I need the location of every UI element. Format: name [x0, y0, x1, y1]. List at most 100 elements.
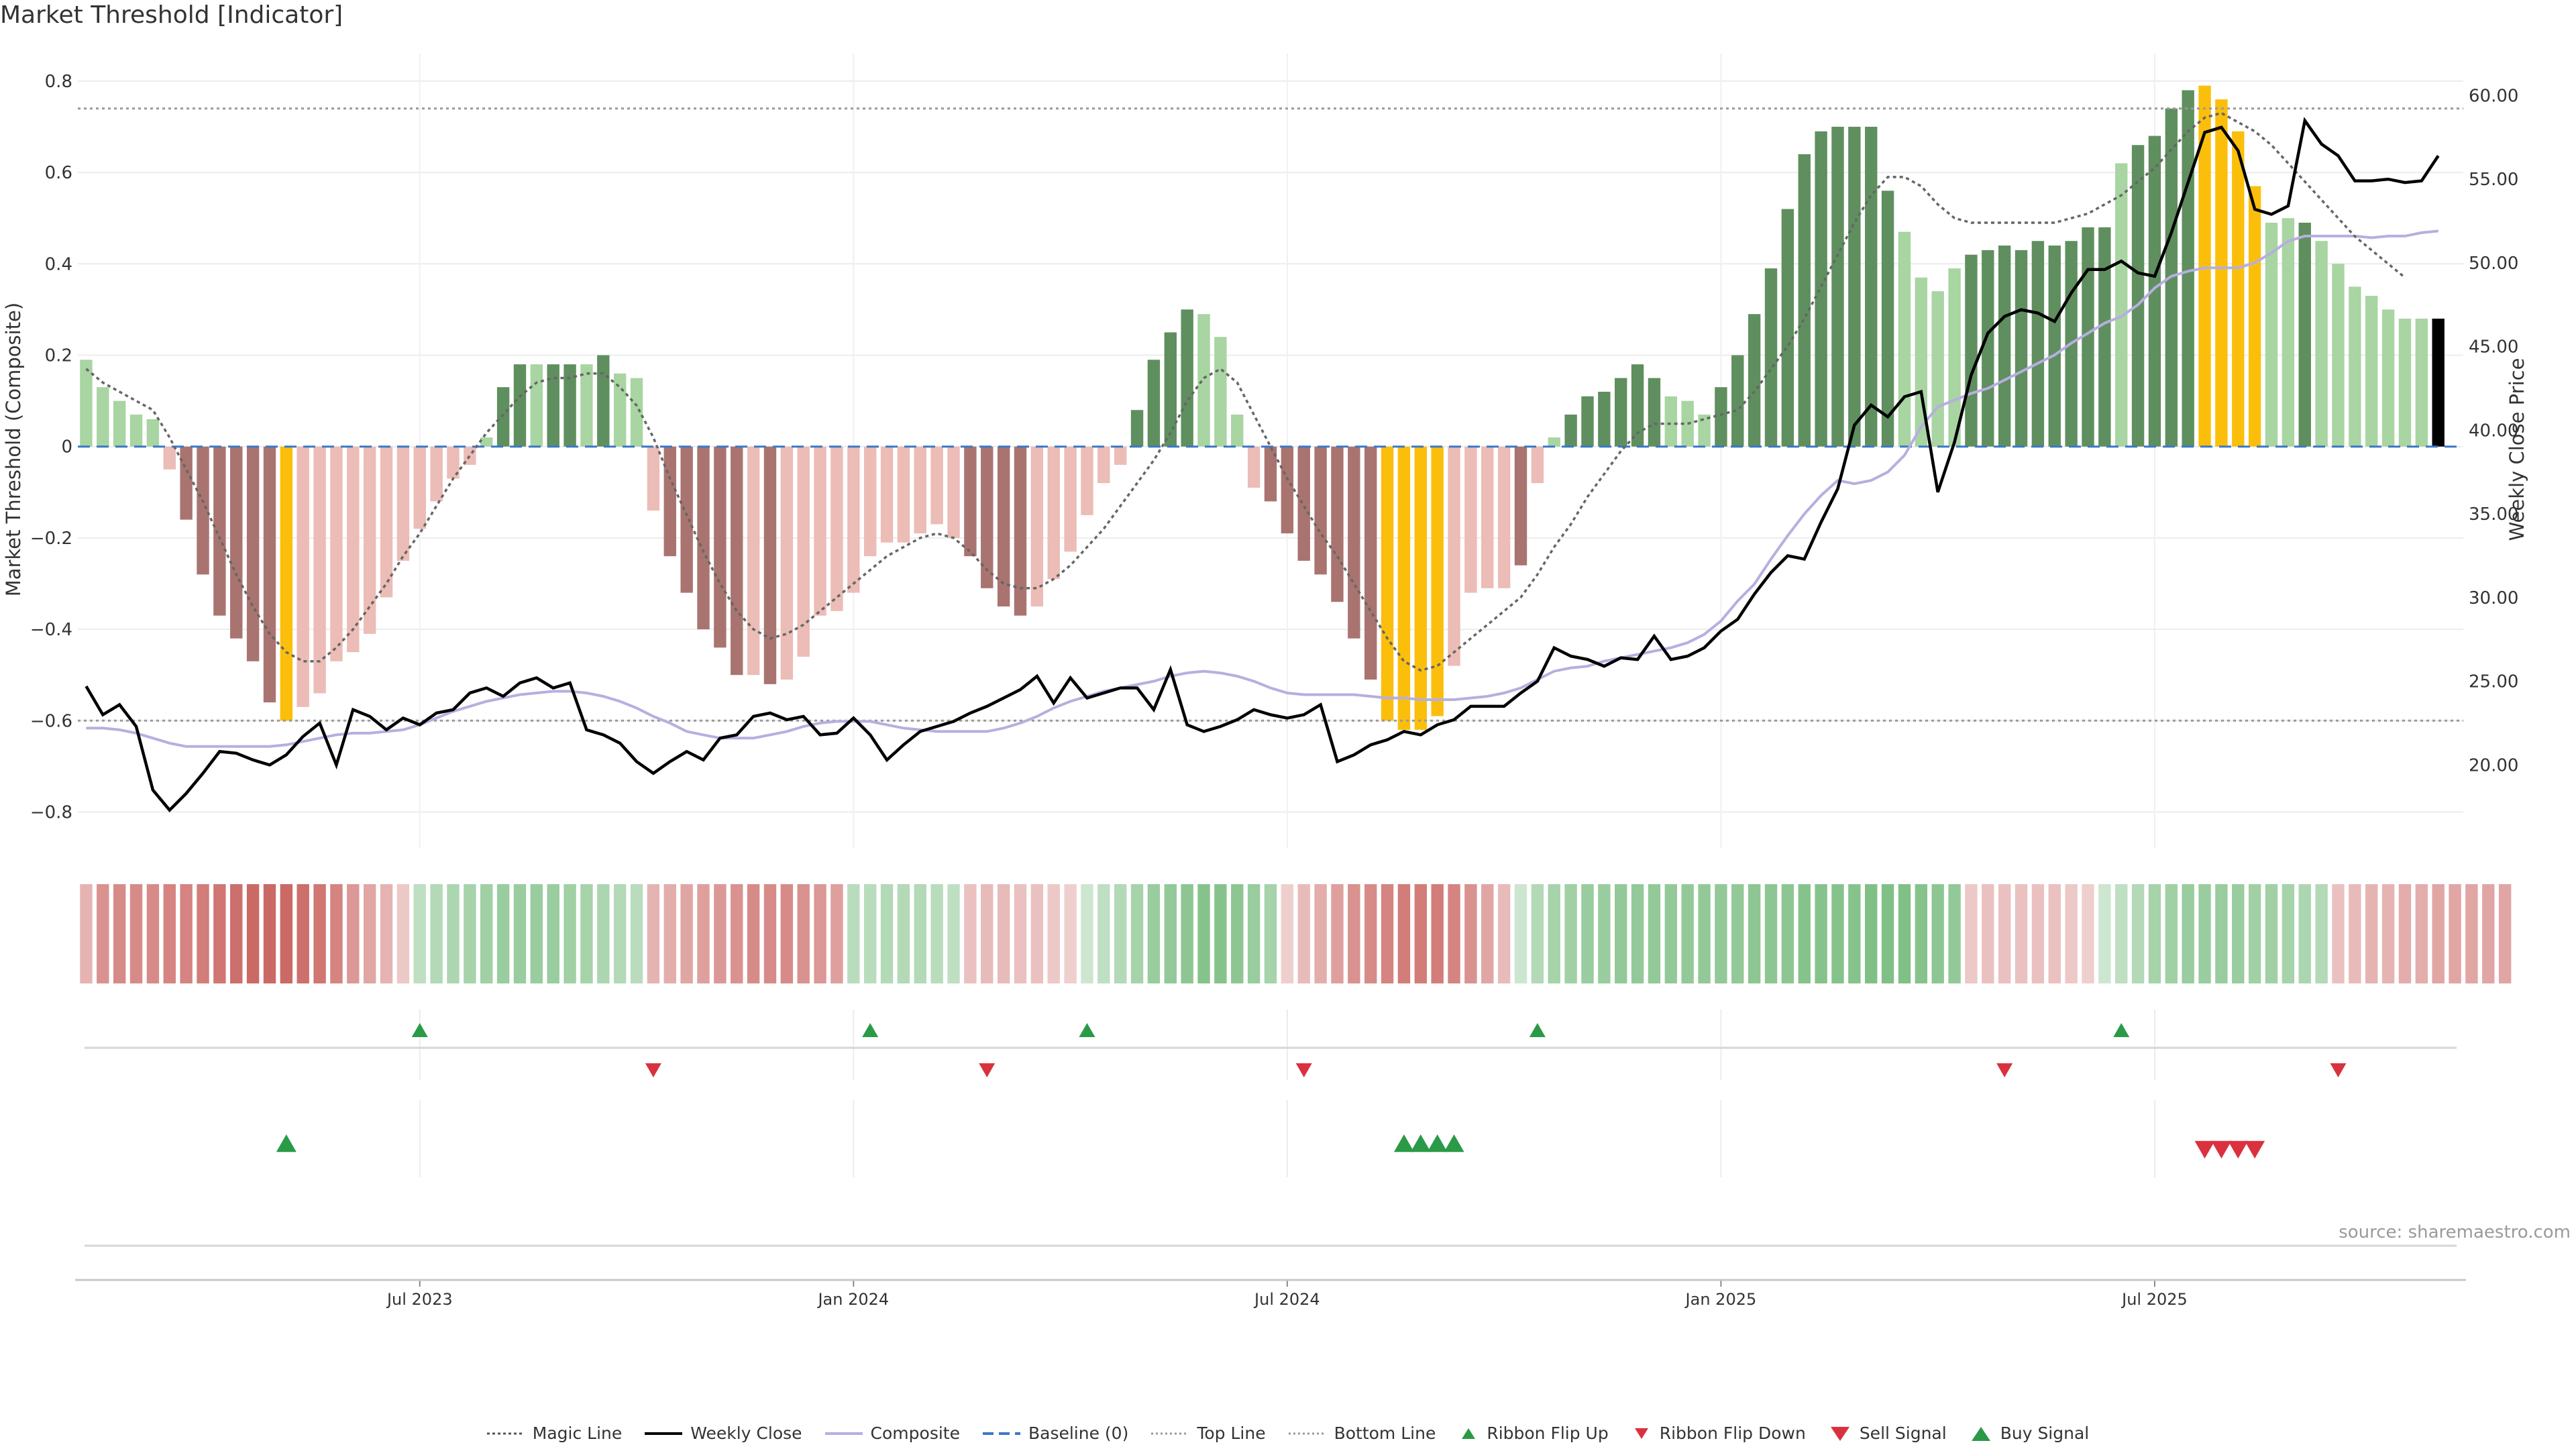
composite-bar: [1448, 446, 1460, 666]
ribbon-cell: [1931, 884, 1944, 983]
composite-bar: [914, 446, 926, 534]
composite-bar: [1130, 410, 1144, 447]
ribbon-cell: [1047, 884, 1060, 983]
legend-ribbon-flip-down-label: Ribbon Flip Down: [1659, 1424, 1806, 1443]
ribbon-cell: [2465, 884, 2478, 983]
ribbon-cell: [496, 884, 510, 983]
ribbon-cell: [1397, 884, 1411, 983]
y-tick-right-label: 60.00: [2469, 86, 2518, 106]
composite-bar: [97, 387, 109, 447]
composite-bar: [930, 446, 943, 525]
ribbon-cell: [1030, 884, 1044, 983]
x-tick-label: Jul 2024: [1253, 1290, 1320, 1309]
ribbon-cell: [1414, 884, 1428, 983]
y-tick-left-label: −0.8: [30, 803, 72, 823]
ribbon-cell: [213, 884, 226, 983]
ribbon-cell: [2031, 884, 2045, 983]
legend-buy-signal: Buy Signal: [1970, 1424, 2090, 1443]
composite-price-line: [86, 229, 2438, 748]
composite-bar: [1982, 250, 1994, 447]
ribbon-cell: [1164, 884, 1177, 983]
ribbon-cell: [2365, 884, 2378, 983]
ribbon-cell: [1097, 884, 1110, 983]
x-tick-label: Jul 2023: [386, 1290, 453, 1309]
ribbon-cell: [1481, 884, 1494, 983]
ribbon-cell: [1247, 884, 1260, 983]
ribbon-cell: [180, 884, 193, 983]
composite-bar: [2015, 250, 2028, 447]
composite-bar: [1698, 415, 1711, 447]
legend-ribbon-flip-up-label: Ribbon Flip Up: [1487, 1424, 1609, 1443]
composite-bar: [1014, 446, 1027, 616]
ribbon-cell: [981, 884, 994, 983]
composite-bar: [2115, 163, 2128, 447]
ribbon-cell: [1982, 884, 1994, 983]
composite-bar: [2315, 241, 2328, 447]
y-tick-left-label: 0: [61, 437, 72, 458]
composite-bar: [997, 446, 1010, 607]
grid-layer: [78, 54, 2463, 1177]
y-tick-left-label: −0.4: [30, 620, 72, 640]
ribbon-cell: [1331, 884, 1344, 983]
ribbon-cell: [1081, 884, 1093, 983]
ribbon-cell: [1631, 884, 1644, 983]
composite-bar: [1598, 391, 1611, 447]
ribbon-cell: [1681, 884, 1694, 983]
ribbon-cell: [2131, 884, 2145, 983]
composite-bar: [731, 446, 743, 676]
composite-bar: [1030, 446, 1044, 607]
x-tick-label: Jan 2025: [1684, 1290, 1757, 1309]
ribbon-cell: [1448, 884, 1460, 983]
composite-bar: [863, 446, 877, 557]
ribbon-cell: [613, 884, 627, 983]
composite-bar: [797, 446, 810, 657]
legend-weekly-close: Weekly Close: [645, 1424, 802, 1443]
composite-bar: [2182, 90, 2194, 447]
ribbon-cell: [1748, 884, 1761, 983]
composite-bar: [1281, 446, 1294, 534]
ribbon-cell: [2048, 884, 2061, 983]
composite-bar: [630, 378, 643, 447]
y-tick-right-label: 45.00: [2469, 337, 2518, 358]
composite-bar: [1931, 291, 1944, 447]
ribbon-cell: [297, 884, 309, 983]
composite-bar: [2248, 186, 2261, 447]
ribbon-cell: [1598, 884, 1611, 983]
y-tick-right-label: 40.00: [2469, 421, 2518, 441]
ribbon-cell: [2332, 884, 2345, 983]
y-tick-left-label: −0.6: [30, 711, 72, 731]
composite-bar: [1731, 355, 1744, 447]
composite-bar: [1264, 446, 1277, 502]
ribbon-cell: [363, 884, 376, 983]
buy-signal-marker: [1444, 1134, 1464, 1152]
legend-magic-line: Magic Line: [486, 1424, 622, 1443]
composite-bar: [1848, 126, 1861, 447]
composite-bar: [897, 446, 910, 543]
composite-bar: [1364, 446, 1377, 680]
ribbon-cell: [2482, 884, 2495, 983]
ribbon-cell: [1497, 884, 1511, 983]
composite-bar: [1147, 360, 1161, 447]
ribbon-cell: [1114, 884, 1127, 983]
ribbon-cell: [2198, 884, 2211, 983]
legend-ribbon-flip-up: Ribbon Flip Up: [1458, 1424, 1609, 1443]
legend-buy-signal-label: Buy Signal: [2000, 1424, 2090, 1443]
composite-bar: [1998, 246, 2011, 447]
y-tick-left-label: −0.2: [30, 529, 72, 549]
composite-bar: [830, 446, 843, 611]
ribbon-cell: [413, 884, 426, 983]
composite-bar: [1548, 437, 1560, 447]
composite-bar: [2282, 218, 2295, 447]
ribbon-flip-down-icon: [1634, 1428, 1648, 1439]
composite-bar: [113, 400, 126, 447]
ribbon-cell: [480, 884, 493, 983]
ribbon-cell: [1431, 884, 1444, 983]
legend-top-line-swatch: [1151, 1432, 1189, 1434]
ribbon-cell: [1348, 884, 1360, 983]
legend-bottom-line-label: Bottom Line: [1334, 1424, 1436, 1443]
y-tick-left-label: 0.2: [45, 345, 72, 366]
composite-bar: [763, 446, 777, 684]
composite-bar: [1815, 131, 1827, 447]
composite-bar: [1631, 364, 1644, 447]
ribbon-cell: [2232, 884, 2245, 983]
